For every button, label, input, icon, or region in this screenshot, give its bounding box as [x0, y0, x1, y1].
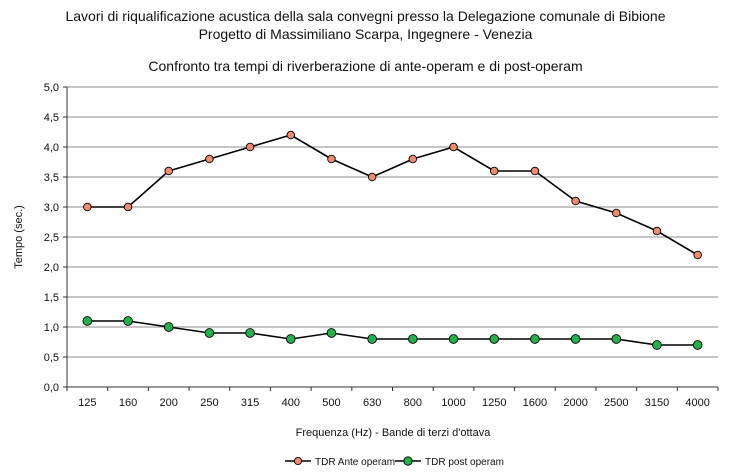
data-point-ante-operam	[286, 130, 296, 140]
legend-label-post-operam: TDR post operam	[425, 457, 504, 468]
y-tick-label: 0,5	[44, 352, 59, 364]
data-point-ante-operam	[83, 202, 92, 212]
data-point-post-operam	[245, 328, 255, 338]
x-tick-label: 2500	[604, 397, 628, 409]
data-point-post-operam	[692, 340, 703, 350]
x-tick-label: 400	[282, 397, 300, 409]
data-point-ante-operam	[530, 166, 540, 176]
data-point-post-operam	[326, 328, 337, 338]
data-point-ante-operam	[571, 196, 580, 206]
legend-marker	[293, 456, 303, 466]
series-group	[82, 130, 703, 350]
x-tick-label: 160	[119, 397, 137, 409]
x-tick-label: 3150	[645, 397, 669, 409]
data-point-ante-operam	[245, 142, 255, 152]
x-tick-label: 500	[322, 397, 340, 409]
tick-labels: 0,0 0,5 1,0 1,5 2,0 2,5 3,0 3,5 4,0 4,5 5,0 125 160 2…	[44, 82, 710, 409]
y-tick-label: 4,5	[44, 112, 59, 124]
x-tick-label: 2000	[563, 397, 587, 409]
data-point-ante-operam	[489, 166, 499, 176]
data-point-ante-operam	[693, 250, 702, 260]
x-tick-label: 315	[241, 397, 259, 409]
x-tick-label: 125	[78, 397, 96, 409]
x-tick-label: 1000	[441, 397, 465, 409]
y-axis-label: Tempo (sec.)	[13, 205, 25, 269]
data-point-post-operam	[82, 316, 93, 326]
data-point-post-operam	[407, 334, 418, 344]
data-point-post-operam	[163, 322, 174, 332]
data-point-ante-operam	[327, 154, 336, 164]
y-tick-label: 3,0	[44, 202, 59, 214]
y-tick-label: 2,0	[44, 262, 59, 274]
y-tick-label: 2,5	[44, 232, 59, 244]
data-point-post-operam	[530, 334, 540, 344]
data-point-post-operam	[611, 334, 622, 344]
data-point-post-operam	[489, 334, 500, 344]
x-tick-label: 4000	[685, 397, 709, 409]
data-point-post-operam	[570, 334, 581, 344]
data-point-post-operam	[123, 316, 133, 326]
x-tick-label: 1250	[482, 397, 506, 409]
x-tick-label: 630	[363, 397, 381, 409]
data-point-post-operam	[204, 328, 215, 338]
legend-label-ante-operam: TDR Ante operam	[315, 457, 395, 468]
x-tick-label: 250	[200, 397, 218, 409]
data-point-ante-operam	[367, 172, 377, 182]
data-point-ante-operam	[408, 154, 418, 164]
data-point-ante-operam	[449, 142, 458, 152]
legend: TDR Ante operam TDR post operam	[285, 456, 504, 468]
x-tick-label: 200	[160, 397, 178, 409]
y-tick-label: 5,0	[44, 82, 59, 94]
y-tick-label: 1,5	[44, 292, 59, 304]
x-tick-label: 1600	[523, 397, 547, 409]
data-point-post-operam	[448, 334, 459, 344]
gridlines	[67, 86, 718, 358]
chart-subtitle: Confronto tra tempi di riverberazione di…	[148, 58, 583, 74]
legend-marker	[403, 456, 413, 466]
data-point-post-operam	[285, 334, 296, 344]
x-axis-label: Frequenza (Hz) - Bande di terzi d'ottava	[296, 427, 492, 439]
y-tick-label: 1,0	[44, 322, 59, 334]
data-point-ante-operam	[164, 166, 173, 176]
series-line-post-operam	[87, 320, 698, 346]
data-point-post-operam	[652, 340, 662, 350]
y-tick-label: 4,0	[44, 142, 59, 154]
data-point-ante-operam	[612, 208, 621, 218]
data-point-ante-operam	[652, 226, 662, 236]
y-tick-label: 3,5	[44, 172, 59, 184]
data-point-ante-operam	[205, 154, 214, 164]
series-line-ante-operam	[87, 134, 699, 256]
axes	[63, 86, 719, 391]
data-point-post-operam	[367, 334, 378, 344]
chart-title-line-2: Progetto di Massimiliano Scarpa, Ingegne…	[198, 26, 533, 42]
chart-title-line-1: Lavori di riqualificazione acustica dell…	[65, 8, 666, 24]
x-tick-label: 800	[404, 397, 422, 409]
data-point-ante-operam	[123, 202, 133, 212]
y-tick-label: 0,0	[44, 382, 59, 394]
